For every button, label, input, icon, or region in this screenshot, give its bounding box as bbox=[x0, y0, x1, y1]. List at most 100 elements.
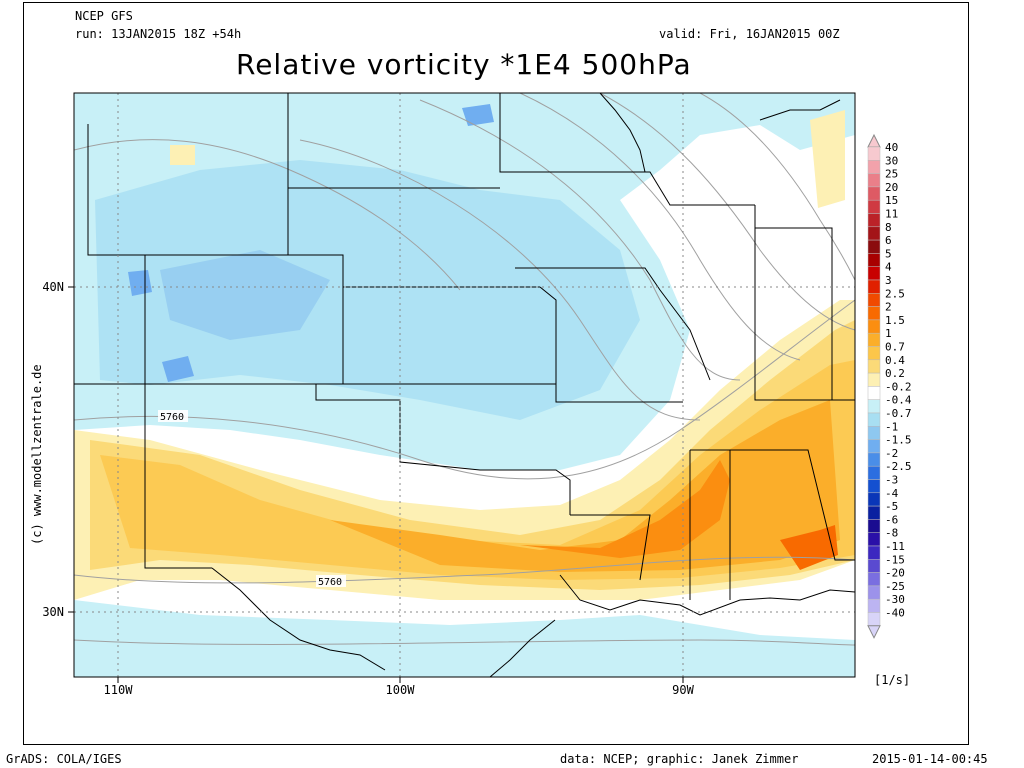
legend-swatch bbox=[867, 359, 881, 374]
legend-label: -0.2 bbox=[885, 380, 912, 393]
vorticity-shading bbox=[74, 93, 855, 677]
legend-label: -5 bbox=[885, 500, 898, 513]
legend-label: -2.5 bbox=[885, 460, 912, 473]
legend-label: -30 bbox=[885, 593, 905, 606]
height-contours bbox=[74, 93, 855, 646]
legend-label: -0.4 bbox=[885, 394, 912, 407]
legend-swatch bbox=[867, 372, 881, 387]
legend-label: 3 bbox=[885, 274, 892, 287]
legend-swatch bbox=[867, 279, 881, 294]
contour-label-bg bbox=[316, 575, 346, 587]
grid-lines bbox=[74, 93, 855, 677]
legend-label: 8 bbox=[885, 221, 892, 234]
legend-unit: [1/s] bbox=[874, 673, 910, 687]
legend-swatch bbox=[867, 585, 881, 600]
chart-title: Relative vorticity *1E4 500hPa bbox=[236, 48, 692, 81]
legend-swatch bbox=[867, 239, 881, 254]
legend-label: -1 bbox=[885, 420, 898, 433]
legend-label: 1.5 bbox=[885, 314, 905, 327]
contour-label-bg bbox=[158, 410, 188, 422]
legend-swatch bbox=[867, 426, 881, 440]
legend-label: -4 bbox=[885, 487, 899, 500]
legend-label: -15 bbox=[885, 553, 905, 566]
legend-label: -2 bbox=[885, 447, 898, 460]
legend-swatch bbox=[867, 173, 881, 188]
legend-label: 0.2 bbox=[885, 367, 905, 380]
legend-swatch bbox=[867, 545, 881, 560]
legend-label: 0.7 bbox=[885, 341, 905, 354]
legend-label: 0.4 bbox=[885, 354, 905, 367]
footer-right: 2015-01-14-00:45 bbox=[872, 752, 988, 766]
lon-label-90w: 90W bbox=[672, 683, 694, 697]
legend-label: -0.7 bbox=[885, 407, 912, 420]
plot-frame bbox=[23, 2, 969, 745]
color-legend: 403025201511865432.521.510.70.40.2-0.2-0… bbox=[867, 133, 912, 639]
legend-swatch bbox=[867, 412, 881, 427]
legend-swatch bbox=[867, 612, 881, 627]
legend-swatch bbox=[867, 319, 881, 334]
legend-label: 20 bbox=[885, 181, 898, 194]
legend-swatch bbox=[867, 559, 881, 573]
footer-left: GrADS: COLA/IGES bbox=[6, 752, 122, 766]
map-border bbox=[73, 92, 856, 678]
legend-swatch bbox=[867, 199, 881, 214]
legend-swatch bbox=[867, 399, 881, 414]
legend-swatch bbox=[867, 332, 881, 347]
legend-swatch bbox=[867, 213, 881, 228]
legend-label: -8 bbox=[885, 527, 898, 540]
legend-arrow-top bbox=[867, 133, 881, 148]
legend-swatch bbox=[867, 146, 881, 161]
legend-swatch bbox=[867, 160, 881, 174]
legend-label: 1 bbox=[885, 327, 892, 340]
valid-time: valid: Fri, 16JAN2015 00Z bbox=[659, 27, 840, 41]
legend-swatch bbox=[867, 266, 881, 281]
legend-swatch bbox=[867, 505, 881, 520]
legend-label: 6 bbox=[885, 234, 892, 247]
legend-label: -25 bbox=[885, 580, 905, 593]
footer-middle: data: NCEP; graphic: Janek Zimmer bbox=[560, 752, 799, 766]
legend-label: 15 bbox=[885, 194, 898, 207]
legend-label: 4 bbox=[885, 261, 892, 274]
contour-label: 5760 bbox=[160, 412, 184, 423]
legend-swatch bbox=[867, 519, 881, 533]
legend-swatch bbox=[867, 306, 881, 321]
legend-swatch bbox=[867, 186, 881, 201]
lat-label-30n: 30N bbox=[42, 605, 64, 619]
legend-swatch bbox=[867, 386, 881, 400]
legend-label: 25 bbox=[885, 168, 898, 181]
legend-swatch bbox=[867, 226, 881, 241]
legend-swatch bbox=[867, 598, 881, 613]
legend-label: 11 bbox=[885, 208, 898, 221]
legend-label: -6 bbox=[885, 513, 898, 526]
legend-label: 2.5 bbox=[885, 287, 905, 300]
lon-label-100w: 100W bbox=[386, 683, 416, 697]
legend-swatch bbox=[867, 346, 881, 361]
contour-label: 5760 bbox=[318, 577, 342, 588]
lat-label-40n: 40N bbox=[42, 280, 64, 294]
legend-swatch bbox=[867, 532, 881, 547]
legend-arrow-bottom bbox=[867, 625, 881, 639]
legend-label: -40 bbox=[885, 607, 905, 620]
model-name: NCEP GFS bbox=[75, 9, 133, 23]
legend-label: 40 bbox=[885, 141, 898, 154]
legend-label: -11 bbox=[885, 540, 905, 553]
legend-label: -3 bbox=[885, 474, 898, 487]
legend-swatch bbox=[867, 452, 881, 467]
state-boundaries bbox=[74, 93, 855, 677]
legend-label: 30 bbox=[885, 154, 898, 167]
lon-label-110w: 110W bbox=[104, 683, 134, 697]
legend-swatch bbox=[867, 293, 881, 307]
legend-label: 2 bbox=[885, 301, 892, 314]
legend-swatch bbox=[867, 492, 881, 507]
legend-label: -1.5 bbox=[885, 434, 912, 447]
legend-swatch bbox=[867, 439, 881, 454]
legend-swatch bbox=[867, 465, 881, 480]
legend-swatch bbox=[867, 572, 881, 587]
run-info: run: 13JAN2015 18Z +54h bbox=[75, 27, 242, 41]
legend-swatch bbox=[867, 253, 881, 267]
axis-ticks bbox=[68, 286, 684, 683]
legend-label: -20 bbox=[885, 567, 905, 580]
legend-label: 5 bbox=[885, 247, 892, 260]
legend-swatch bbox=[867, 479, 881, 494]
